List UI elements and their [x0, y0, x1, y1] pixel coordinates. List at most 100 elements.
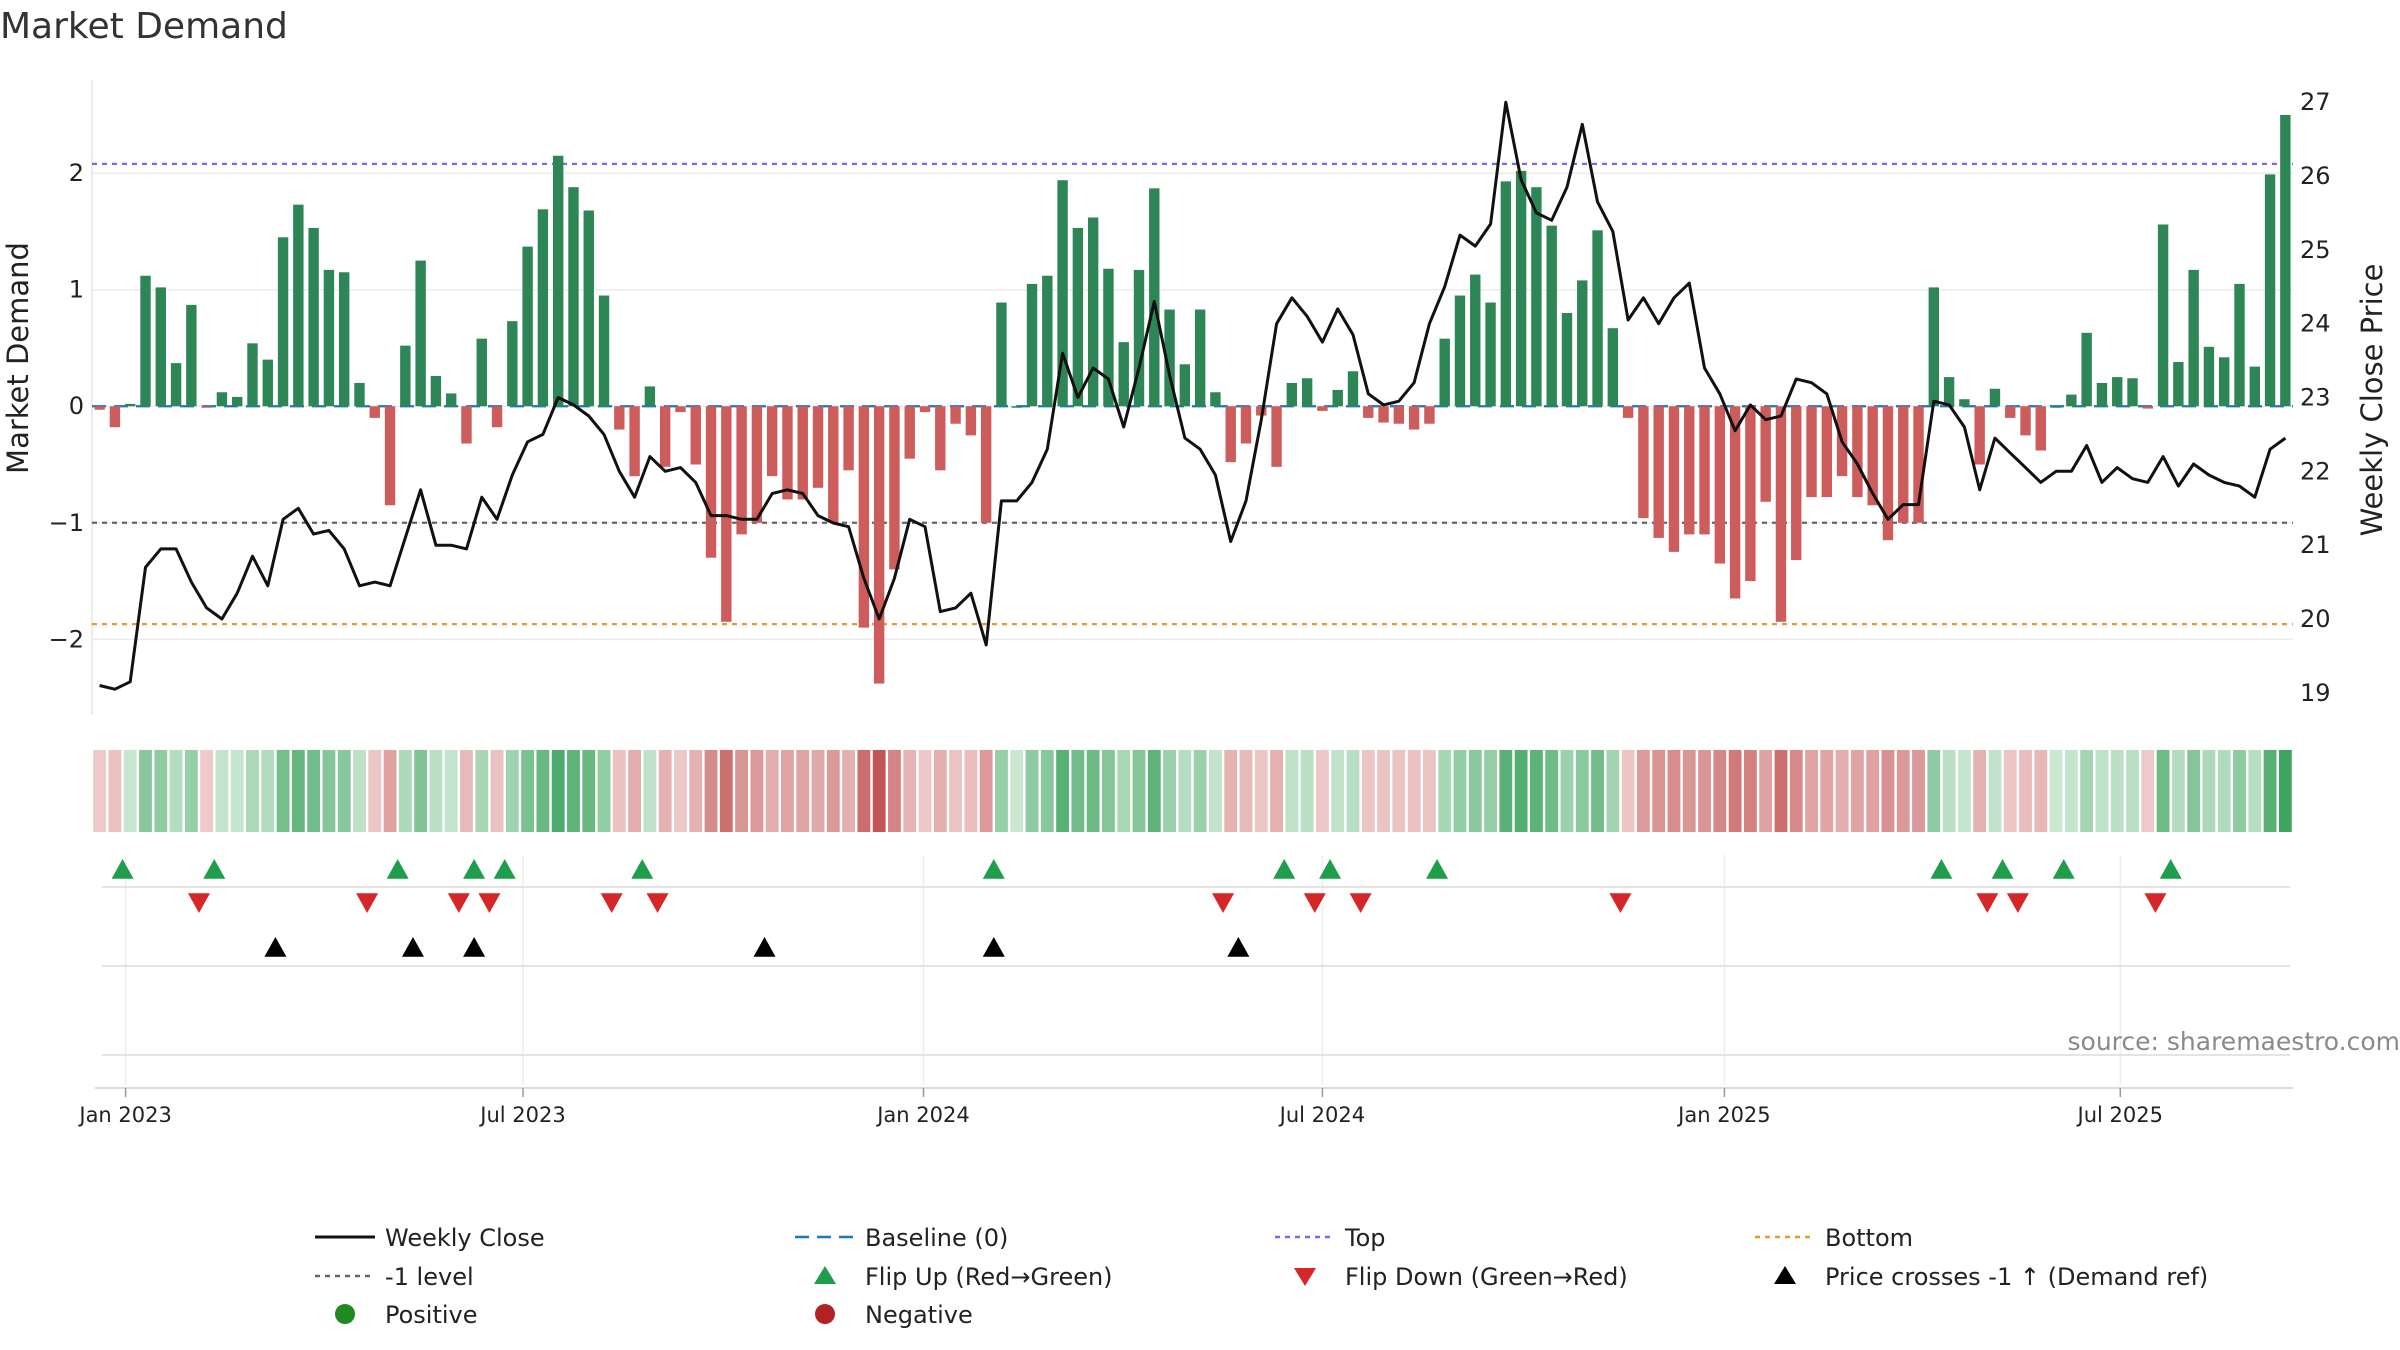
strip-cell — [765, 750, 779, 832]
strip-cell — [2064, 750, 2078, 832]
positive-bar — [1531, 187, 1542, 407]
strip-cell — [781, 750, 794, 832]
negative-bar — [1638, 406, 1649, 519]
positive-bar — [1454, 295, 1466, 407]
positive-bar — [186, 304, 197, 407]
y-tick-label: −1 — [49, 509, 84, 537]
positive-bar — [354, 382, 365, 407]
positive-bar — [644, 386, 656, 407]
strip-cell — [184, 750, 198, 832]
y2-tick-label: 19 — [2300, 679, 2331, 707]
positive-bar — [522, 246, 533, 407]
flip-down-marker — [1212, 893, 1235, 913]
positive-bar — [1301, 378, 1313, 407]
y-axis-label: Market Demand — [1, 242, 35, 474]
strip-cell — [230, 750, 244, 832]
strip-cell — [643, 750, 657, 832]
strip-cell — [1560, 750, 1574, 832]
source-credit: source: sharemaestro.com — [2068, 1027, 2400, 1056]
strip-cell — [872, 750, 886, 832]
strip-cell — [154, 750, 168, 832]
positive-bar — [552, 155, 564, 407]
y-tick-label: 0 — [69, 392, 84, 420]
strip-cell — [1866, 750, 1880, 832]
strip-cell — [796, 750, 810, 832]
negative-bar — [812, 406, 824, 488]
strip-cell — [1102, 750, 1115, 832]
strip-cell — [1881, 750, 1895, 832]
strip-cell — [475, 750, 489, 832]
negative-bar — [782, 406, 793, 500]
positive-bar — [583, 210, 594, 407]
positive-bar — [1057, 180, 1068, 407]
strip-cell — [1361, 750, 1375, 832]
strip-cell — [2080, 750, 2094, 832]
flip-up-marker — [111, 859, 134, 879]
negative-bar — [201, 406, 212, 408]
negative-bar — [1393, 406, 1405, 424]
positive-bar — [1103, 268, 1114, 407]
negative-bar — [1898, 406, 1909, 523]
y-tick-label: −2 — [49, 625, 84, 653]
strip-cell — [1407, 750, 1421, 832]
strip-cell — [1988, 750, 2002, 832]
negative-bar — [1668, 406, 1680, 552]
strip-cell — [2034, 750, 2048, 832]
positive-bar — [2050, 406, 2062, 408]
strip-cell — [337, 750, 351, 832]
strip-cell — [1270, 750, 1283, 832]
strip-cell — [93, 750, 107, 832]
strip-cell — [1239, 750, 1253, 832]
positive-bar — [537, 209, 549, 407]
positive-bar — [1592, 230, 1603, 407]
legend-label-minus-one: -1 level — [385, 1263, 474, 1291]
strip-cell — [1300, 750, 1314, 832]
strip-cell — [1377, 750, 1390, 832]
positive-bar — [2234, 283, 2245, 407]
strip-cell — [949, 750, 963, 832]
strip-cell — [276, 750, 290, 832]
strip-cell — [1499, 750, 1513, 832]
strip-cell — [1973, 750, 1987, 832]
positive-bar — [262, 359, 273, 407]
strip-cell — [2217, 750, 2231, 832]
strip-cell — [2156, 750, 2170, 832]
strip-cell — [1606, 750, 1620, 832]
negative-bar — [980, 406, 992, 523]
strip-cell — [291, 750, 305, 832]
positive-bar — [507, 321, 518, 407]
strip-cell — [597, 750, 611, 832]
strip-cell — [719, 750, 733, 832]
strip-cell — [505, 750, 519, 832]
event-marker-panel — [95, 855, 2293, 1089]
strip-cell — [918, 750, 932, 832]
strip-cell — [1071, 750, 1085, 832]
strip-cell — [689, 750, 703, 832]
y2-tick-label: 20 — [2300, 605, 2331, 633]
negative-bar — [461, 406, 472, 444]
y-tick-label: 1 — [69, 276, 84, 304]
strip-cell — [2202, 750, 2216, 832]
positive-bar — [140, 275, 151, 407]
positive-bar — [216, 392, 228, 407]
positive-bar — [1515, 170, 1527, 407]
strip-cell — [933, 750, 947, 832]
negative-bar — [1240, 406, 1252, 444]
flip-up-marker — [386, 859, 409, 879]
positive-bar — [2112, 377, 2123, 407]
legend-label-weekly-close: Weekly Close — [385, 1224, 545, 1252]
positive-bar — [170, 363, 182, 407]
strip-cell — [1743, 750, 1757, 832]
flip-down-marker — [2006, 893, 2029, 913]
chart-title: Market Demand — [0, 6, 288, 47]
positive-bar — [1087, 217, 1099, 407]
strip-cell — [674, 750, 687, 832]
negative-bar — [1760, 406, 1771, 502]
positive-bar — [445, 393, 457, 407]
positive-bar — [598, 295, 610, 407]
x-axis-ticks: Jan 2023 Jul 2023 Jan 2024 Jul 2024 Jan 2025… — [77, 1088, 2163, 1127]
positive-bar — [1210, 392, 1221, 407]
negative-bar — [721, 406, 732, 622]
y-axis-ticks: 2 1 0 −1 −2 — [49, 159, 84, 653]
negative-bar — [1852, 406, 1863, 498]
